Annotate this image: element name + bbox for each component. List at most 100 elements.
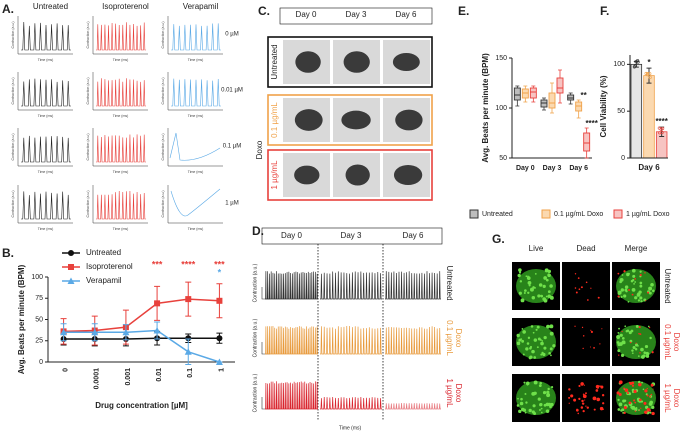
cell	[522, 408, 527, 412]
dead-cell	[582, 394, 587, 399]
cell	[645, 405, 649, 409]
y-tick-label: 0	[621, 155, 625, 162]
cell	[549, 295, 554, 300]
row-label: 1 µM	[225, 201, 238, 207]
live-cells	[516, 325, 556, 359]
cell	[528, 284, 531, 287]
cell	[526, 276, 531, 280]
cell	[516, 341, 521, 346]
dead-cell	[593, 346, 595, 349]
cell	[518, 291, 522, 295]
cell	[545, 409, 550, 414]
dead-cell	[574, 325, 576, 327]
dead-cell	[592, 396, 597, 401]
x-tick-label: 0.1	[187, 368, 194, 378]
mini-y-label: Contraction (a.u.)	[86, 21, 90, 48]
cell	[529, 345, 533, 349]
cell	[527, 280, 532, 285]
box	[548, 92, 556, 109]
cell	[636, 293, 641, 297]
cell	[533, 338, 538, 342]
cell	[631, 352, 634, 355]
header-box	[261, 227, 443, 245]
cell	[523, 292, 526, 295]
dead-cell	[602, 402, 605, 405]
cell	[538, 384, 542, 388]
cell	[531, 349, 535, 354]
data-point	[185, 296, 192, 303]
panel-letter: F.	[600, 4, 609, 18]
cell	[631, 349, 634, 352]
dead-cell	[568, 388, 571, 391]
cell	[625, 290, 628, 293]
cell	[544, 268, 549, 273]
dead-cell	[584, 399, 586, 401]
cell	[524, 289, 527, 292]
cell	[550, 402, 554, 407]
cell	[527, 336, 531, 340]
legend-label: Untreated	[482, 211, 513, 218]
cell	[539, 381, 542, 385]
cell	[533, 356, 537, 359]
cell	[528, 408, 532, 413]
cell	[518, 409, 522, 414]
cell	[648, 286, 653, 291]
trace	[320, 326, 382, 355]
cell	[517, 397, 519, 400]
y-tick-label: 50	[499, 155, 507, 162]
dead-cell	[586, 406, 589, 409]
cell	[635, 324, 639, 328]
cell	[540, 407, 543, 410]
dead-cell	[631, 384, 635, 387]
annotation: *	[647, 58, 651, 67]
mini-x-label: Time (ms)	[188, 227, 204, 231]
data-point	[122, 328, 130, 336]
dead-cell	[574, 287, 577, 289]
data-point	[184, 348, 192, 355]
dead-cell	[581, 326, 584, 329]
x-tick-label: 0.001	[125, 368, 132, 386]
x-tick-label: 0.0001	[94, 368, 101, 390]
cell	[646, 352, 650, 356]
dead-cell	[638, 398, 642, 402]
live-cells	[616, 269, 656, 303]
dead-cell	[590, 330, 593, 334]
cell	[530, 287, 534, 292]
cell	[618, 327, 620, 330]
replicate	[648, 72, 652, 76]
y-tick-label: 100	[31, 274, 43, 281]
mini-y-label: Contraction (a.u.)	[11, 77, 15, 104]
dead-cell	[578, 288, 581, 291]
annotation: **	[581, 91, 588, 100]
dead-cell	[646, 408, 651, 412]
dead-cell	[623, 411, 626, 415]
cell	[642, 388, 645, 391]
dead-cell	[623, 387, 625, 390]
trace	[265, 326, 318, 355]
cell	[641, 381, 643, 384]
cell	[620, 295, 623, 299]
cell	[634, 296, 638, 300]
mini-y-label: Contraction (a.u.)	[161, 133, 165, 160]
dead-cell	[593, 408, 596, 411]
dead-cell	[624, 388, 629, 392]
dead-cell	[581, 399, 584, 403]
dead-cell	[587, 299, 589, 301]
dead-cell	[578, 397, 581, 400]
organoid	[295, 51, 321, 73]
row-label: Doxo	[454, 384, 463, 403]
axis	[92, 128, 148, 167]
data-point	[91, 328, 99, 336]
header-box	[279, 7, 433, 25]
cell	[617, 332, 620, 334]
cell	[622, 411, 625, 414]
dead-cell	[644, 410, 648, 414]
box	[513, 87, 521, 101]
trace	[96, 134, 146, 163]
axis	[167, 72, 223, 111]
cell	[618, 342, 623, 346]
dead-cell	[582, 347, 584, 350]
y-tick-label: 50	[617, 108, 625, 115]
replicate	[658, 131, 662, 135]
cell	[631, 288, 636, 292]
